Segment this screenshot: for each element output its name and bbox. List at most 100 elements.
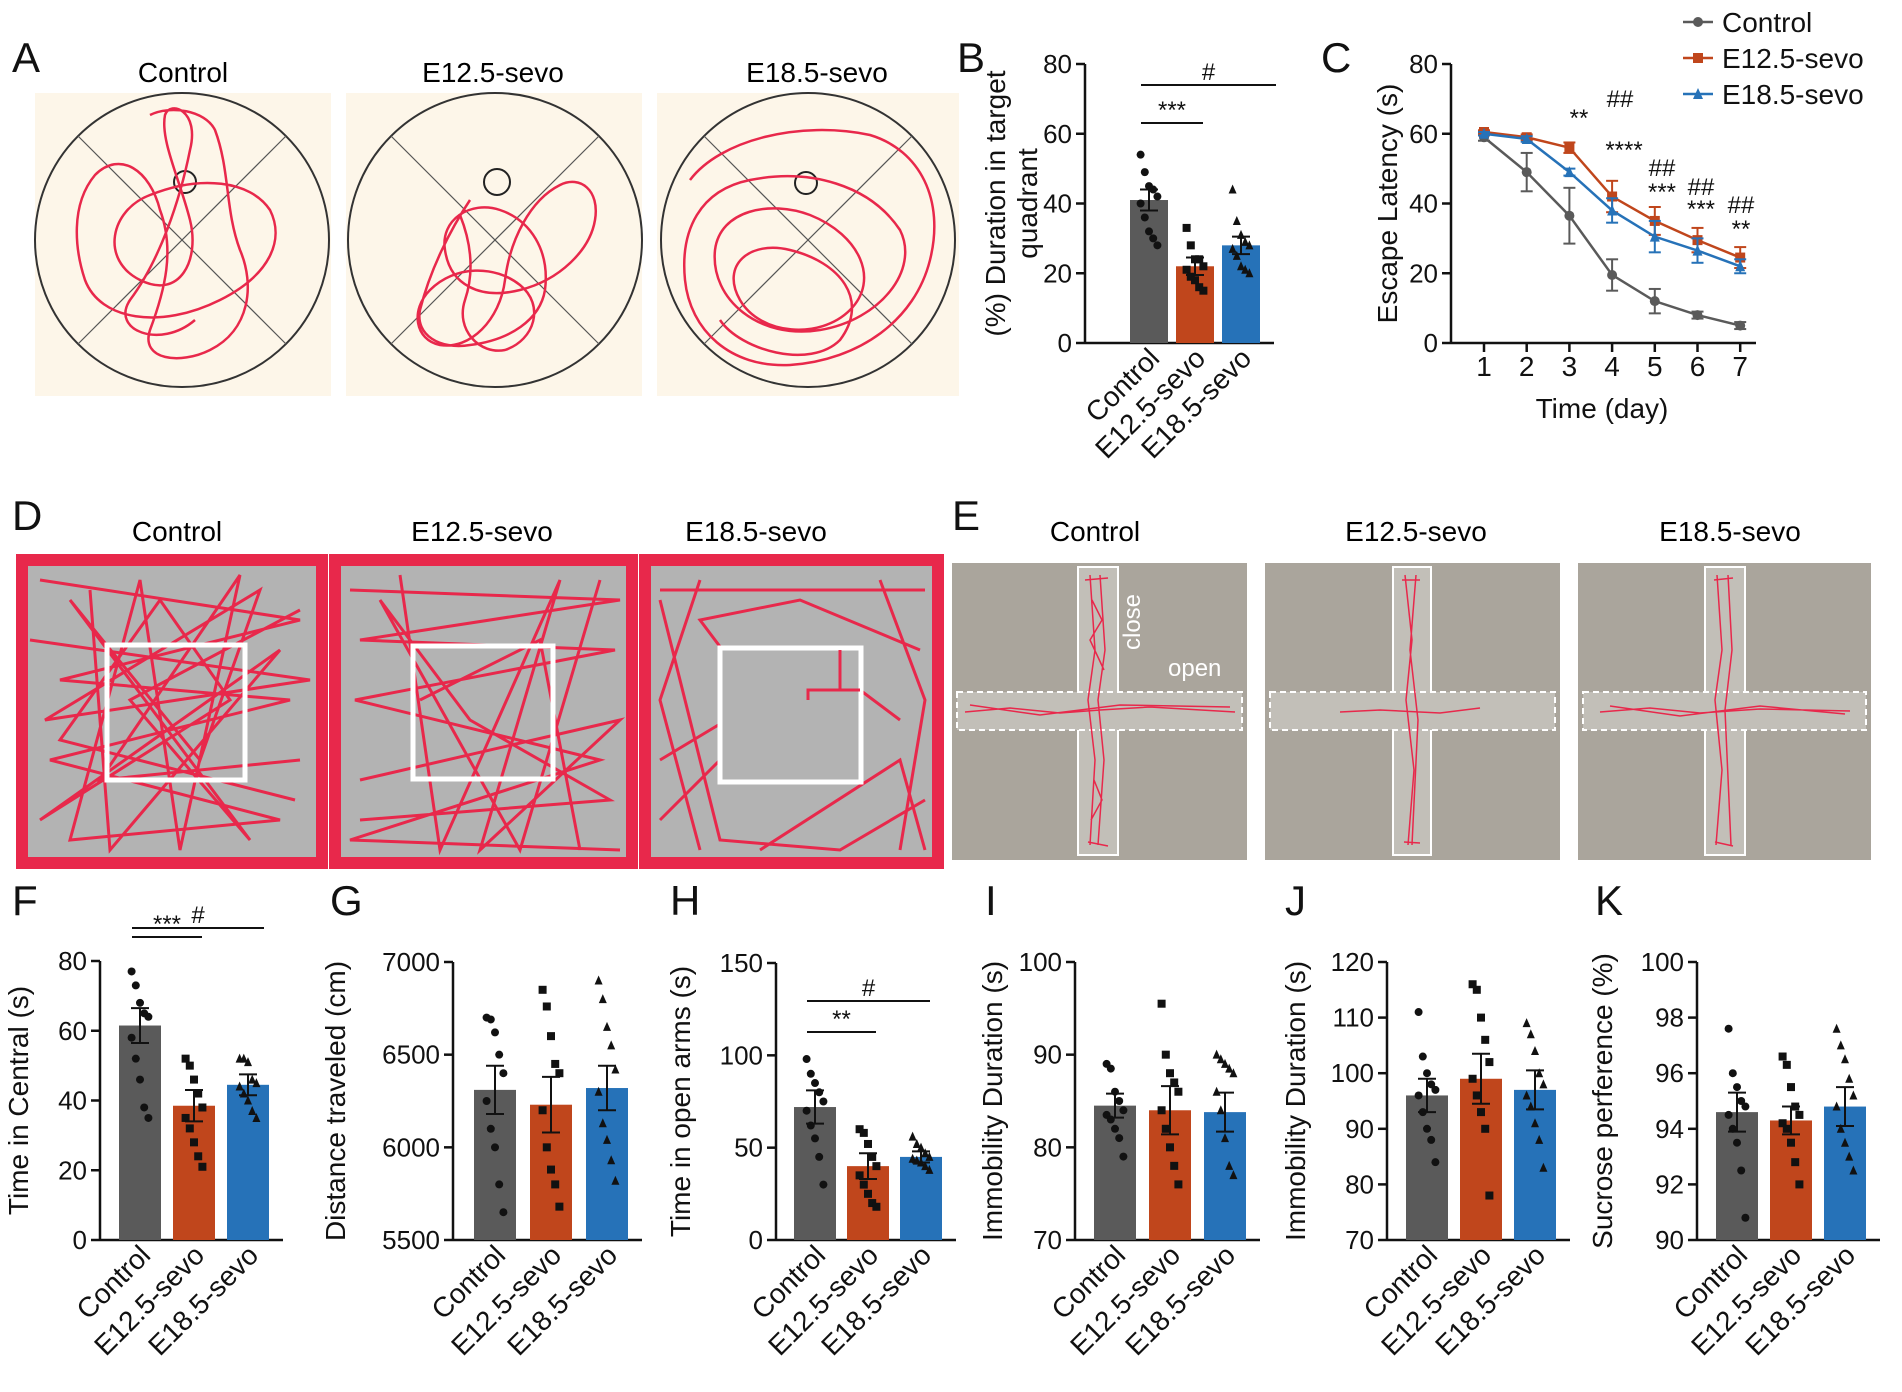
chart-b-ylabel-line: (%) Duration in target	[980, 70, 1011, 336]
chart-i-point	[1106, 1064, 1115, 1073]
panel-letter-e: E	[952, 492, 980, 539]
chart-c-sig-label: ##	[1688, 174, 1715, 201]
chart-h-sig-label: #	[862, 975, 876, 1002]
panel-a-title-e185: E18.5-sevo	[746, 57, 888, 88]
chart-i-point	[1216, 1054, 1225, 1064]
chart-i-point	[1157, 1106, 1166, 1115]
chart-f-point	[239, 1053, 248, 1063]
chart-k-point	[1737, 1097, 1746, 1105]
chart-f-point	[144, 1113, 153, 1122]
chart-g-point	[499, 1069, 508, 1078]
chart-j-point	[1414, 1008, 1423, 1017]
chart-g-point	[551, 1059, 560, 1068]
chart-h-point	[859, 1128, 868, 1137]
chart-k-point	[1741, 1102, 1750, 1111]
chart-b-point	[1232, 250, 1241, 260]
chart-g-point	[491, 1028, 499, 1037]
chart-f-bar-2	[227, 1084, 269, 1240]
chart-c-xtick-label: 1	[1476, 351, 1492, 382]
panel-letter-k: K	[1595, 877, 1623, 924]
chart-b-point	[1182, 265, 1191, 274]
chart-g-point	[551, 1180, 560, 1189]
chart-i-point	[1174, 1087, 1183, 1096]
chart-i-ytick-label: 80	[1033, 1132, 1062, 1162]
chart-i-point	[1221, 1133, 1229, 1143]
chart-f-point	[198, 1103, 207, 1112]
chart-g-point	[495, 1180, 504, 1189]
chart-i-point	[1170, 1078, 1179, 1087]
chart-c-xtick-label: 5	[1647, 351, 1663, 382]
chart-h-point	[868, 1152, 877, 1161]
chart-f-point	[248, 1105, 257, 1115]
chart-b-point	[1149, 234, 1158, 243]
chart-g-point	[555, 1202, 564, 1211]
chart-i-point	[1166, 1143, 1174, 1152]
chart-k-point	[1849, 1090, 1858, 1100]
chart-c-xtick-label: 7	[1732, 351, 1748, 382]
panel-letter-a: A	[12, 34, 40, 81]
panel-e-title-e185: E18.5-sevo	[1659, 516, 1801, 547]
chart-h-point	[921, 1148, 930, 1158]
chart-j-ylabel: Immobility Duration (s)	[1280, 961, 1311, 1241]
chart-k-point	[1778, 1119, 1787, 1128]
chart-k-bar-2	[1824, 1106, 1866, 1240]
chart-f-point	[131, 981, 140, 990]
chart-f-point	[194, 1089, 203, 1098]
chart-k-point	[1724, 1110, 1733, 1119]
swim-track-e185	[683, 128, 936, 367]
chart-f-point	[248, 1074, 257, 1084]
panel-letter-g: G	[330, 877, 363, 924]
chart-j-point	[1431, 1158, 1440, 1167]
chart-c-series-1-point	[1564, 142, 1575, 153]
chart-c-series-2-point	[1521, 132, 1532, 144]
chart-h-point	[912, 1138, 921, 1148]
chart-c-series-0-point	[1521, 167, 1532, 178]
chart-b-point	[1153, 241, 1162, 250]
chart-f-point	[140, 1103, 149, 1112]
chart-k-point	[1787, 1138, 1795, 1147]
chart-h-bar-0	[794, 1107, 836, 1240]
chart-g-bar-2	[586, 1088, 628, 1240]
panel-e-title-e125: E12.5-sevo	[1345, 516, 1487, 547]
chart-k-point	[1845, 1073, 1854, 1083]
chart-k-point	[1782, 1060, 1791, 1069]
chart-f-point	[185, 1061, 194, 1070]
chart-c-series-2-point	[1649, 230, 1660, 242]
panel-d-title-control: Control	[132, 516, 222, 547]
chart-j-point	[1423, 1124, 1431, 1133]
chart-f-point	[252, 1112, 261, 1122]
chart-k-point	[1733, 1138, 1741, 1147]
chart-i-point	[1111, 1124, 1119, 1133]
chart-i-point	[1161, 1050, 1170, 1059]
chart-f-sig-label: ***	[153, 911, 181, 938]
chart-c-series-2-point	[1479, 127, 1489, 139]
chart-k-point	[1724, 1024, 1733, 1033]
chart-j-point	[1427, 1135, 1436, 1144]
chart-j-point	[1535, 1068, 1544, 1078]
chart-j-bar-0	[1406, 1095, 1448, 1240]
chart-b-ytick-label: 20	[1043, 258, 1072, 288]
chart-h-point	[806, 1069, 815, 1078]
chart-g-point	[491, 1143, 499, 1152]
chart-f-point	[244, 1095, 252, 1105]
chart-h-point	[872, 1162, 881, 1171]
chart-k-ytick-label: 100	[1641, 947, 1684, 977]
chart-b-bar-2	[1222, 245, 1260, 343]
chart-i-point	[1229, 1068, 1238, 1078]
chart-j-point	[1531, 1045, 1539, 1055]
chart-j-point	[1431, 1085, 1440, 1094]
chart-c-series-0-point	[1649, 296, 1660, 307]
chart-c-ytick-label: 40	[1409, 189, 1438, 219]
chart-k-point	[1728, 1069, 1737, 1078]
chart-b-point	[1182, 223, 1191, 232]
chart-i-point	[1216, 1105, 1225, 1115]
chart-k-point	[1841, 1137, 1849, 1147]
chart-h-bar-2	[900, 1156, 942, 1240]
chart-b-point	[1232, 215, 1241, 225]
panel-d-open-field: Control E12.5-sevo E18.5-sevo	[16, 516, 944, 869]
chart-b-point	[1199, 286, 1208, 295]
chart-k-point	[1832, 1023, 1841, 1033]
chart-j-point	[1472, 985, 1481, 994]
chart-j-ytick-label: 100	[1331, 1058, 1374, 1088]
